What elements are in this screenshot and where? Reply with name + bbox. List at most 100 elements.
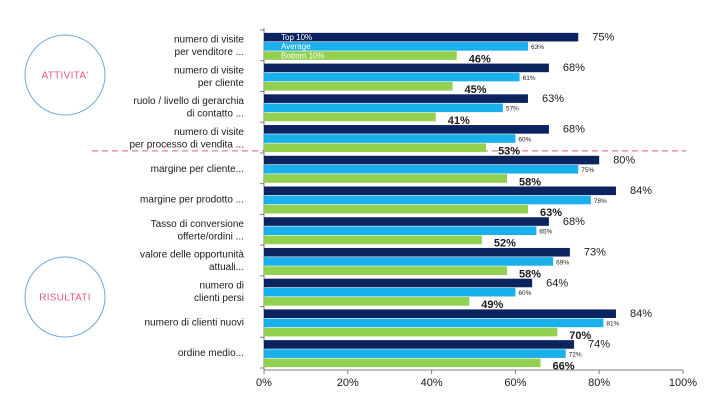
- value-label-bottom10: 52%: [494, 238, 516, 250]
- category-label: clienti persi: [194, 293, 244, 304]
- category-label: per processo di vendita ...: [129, 139, 244, 150]
- bar-top10: [264, 340, 575, 349]
- bar-bottom10: [264, 235, 482, 245]
- value-label-top10: 74%: [588, 339, 610, 351]
- category-label: Tasso di conversione: [151, 219, 245, 230]
- bar-top10: [264, 278, 533, 288]
- bar-average: [264, 226, 537, 236]
- value-label-average: 57%: [506, 106, 519, 113]
- category-label: ordine medio...: [178, 348, 244, 359]
- bar-average: [264, 134, 516, 143]
- value-label-average: 60%: [518, 136, 531, 143]
- category-label: numero di clienti nuovi: [145, 317, 245, 328]
- bar-average: [264, 195, 591, 205]
- bar-bottom10: [264, 327, 558, 337]
- value-label-average: 69%: [556, 259, 569, 266]
- value-label-top10: 73%: [584, 247, 606, 259]
- value-label-bottom10: 41%: [448, 115, 470, 127]
- bar-average: [264, 72, 520, 82]
- bar-top10: [264, 217, 549, 226]
- bar-top10: [264, 63, 549, 73]
- value-label-bottom10: 63%: [540, 207, 562, 219]
- value-label-average: 61%: [523, 75, 536, 82]
- x-tick-label: 20%: [337, 377, 359, 389]
- category-label: ruolo / livello di gerarchia: [133, 96, 244, 107]
- x-tick-label: 60%: [504, 377, 526, 389]
- value-label-average: 78%: [594, 198, 607, 205]
- bar-average: [264, 164, 579, 174]
- value-label-average: 72%: [569, 351, 582, 358]
- category-label: per venditore ...: [175, 47, 244, 58]
- legend-entry: Bottom 10%: [281, 51, 325, 60]
- value-label-average: 65%: [539, 229, 552, 236]
- value-label-bottom10: 46%: [469, 53, 491, 65]
- x-tick-label: 80%: [588, 377, 610, 389]
- group-circle: [24, 256, 106, 338]
- category-label: numero di visite: [174, 127, 244, 138]
- bar-average: [264, 287, 516, 297]
- category-label: numero di visite: [174, 65, 244, 76]
- value-label-bottom10: 58%: [519, 176, 541, 188]
- bar-bottom10: [264, 174, 508, 183]
- value-label-bottom10: 53%: [498, 146, 520, 158]
- group-circle: [24, 34, 106, 116]
- value-label-bottom10: 45%: [465, 84, 487, 96]
- legend-entry: Average: [281, 42, 311, 51]
- value-label-bottom10: 49%: [481, 299, 503, 311]
- group-label: RISULTATI: [39, 293, 91, 304]
- category-label: di contatto ...: [187, 109, 244, 120]
- value-label-top10: 64%: [546, 277, 568, 289]
- bar-average: [264, 103, 503, 113]
- value-labels: 75% 63% 46% 68% 61% 45% 63% 57% 41% 68% 60% 53% 80% 7…: [448, 31, 652, 372]
- bar-bottom10: [264, 204, 528, 214]
- bar-bottom10: [264, 297, 470, 306]
- value-label-top10: 84%: [630, 308, 652, 320]
- legend-entry: Top 10%: [281, 33, 312, 42]
- value-label-top10: 63%: [542, 93, 564, 105]
- bar-bottom10: [264, 51, 457, 60]
- category-label: numero di visite: [174, 35, 244, 46]
- value-label-bottom10: 70%: [569, 330, 591, 342]
- category-label: valore delle opportunità: [140, 250, 244, 261]
- value-label-average: 81%: [606, 321, 619, 328]
- bar-average: [264, 42, 528, 51]
- bar-top10: [264, 186, 616, 196]
- bar-bottom10: [264, 143, 487, 153]
- bar-top10: [264, 309, 616, 319]
- value-label-top10: 68%: [563, 124, 585, 136]
- group-markers: ATTIVITA' RISULTATI: [24, 34, 686, 338]
- bar-top10: [264, 155, 600, 165]
- bar-top10: [264, 247, 570, 257]
- value-label-bottom10: 66%: [553, 361, 575, 373]
- bar-top10: [264, 125, 549, 134]
- x-tick-label: 100%: [669, 377, 697, 389]
- category-label: per cliente: [198, 78, 245, 89]
- category-label: numero di: [200, 280, 244, 291]
- bar-top10: [264, 94, 528, 103]
- value-label-top10: 68%: [563, 216, 585, 228]
- category-label: attuali...: [209, 262, 244, 273]
- bar-bottom10: [264, 112, 436, 122]
- bar-average: [264, 349, 566, 358]
- value-label-top10: 84%: [630, 185, 652, 197]
- value-label-top10: 68%: [563, 62, 585, 74]
- value-label-top10: 75%: [592, 31, 614, 43]
- value-label-average: 63%: [531, 44, 544, 51]
- value-label-bottom10: 58%: [519, 268, 541, 280]
- bar-bottom10: [264, 266, 508, 275]
- bar-average: [264, 257, 554, 266]
- group-label: ATTIVITA': [41, 71, 88, 82]
- x-tick-label: 40%: [421, 377, 443, 389]
- category-label: margine per prodotto ...: [140, 195, 244, 206]
- bar-top10: [264, 32, 579, 42]
- x-tick-label: 0%: [256, 377, 272, 389]
- bar-series: [264, 32, 616, 368]
- category-label: offerte/ordini ...: [177, 231, 244, 242]
- bar-average: [264, 318, 604, 328]
- bar-bottom10: [264, 81, 453, 91]
- bar-bottom10: [264, 358, 541, 368]
- value-label-average: 60%: [518, 290, 531, 297]
